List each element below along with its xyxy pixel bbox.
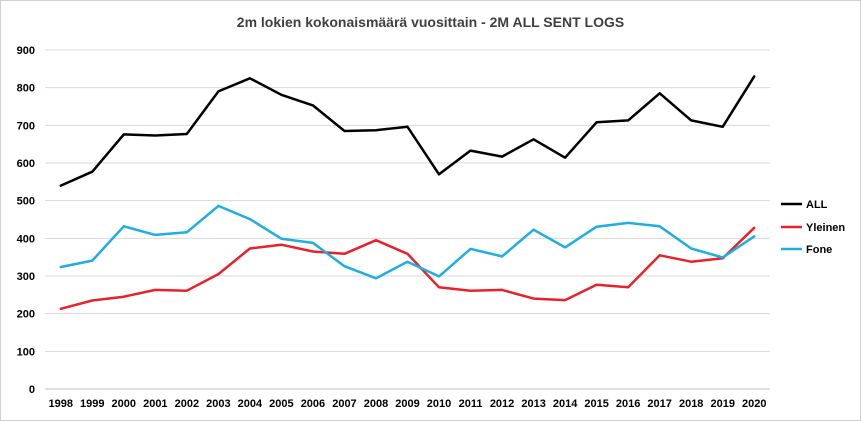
x-tick-label: 1999 bbox=[80, 398, 104, 410]
x-tick-label: 1998 bbox=[49, 398, 73, 410]
x-tick-label: 2005 bbox=[269, 398, 293, 410]
legend-label: Fone bbox=[806, 244, 832, 256]
y-tick-label: 700 bbox=[17, 120, 35, 132]
y-tick-label: 800 bbox=[17, 83, 35, 95]
x-tick-label: 2003 bbox=[206, 398, 230, 410]
x-tick-label: 2018 bbox=[679, 398, 703, 410]
x-tick-label: 2004 bbox=[238, 398, 263, 410]
legend-label: Yleinen bbox=[806, 222, 845, 234]
x-tick-label: 2017 bbox=[647, 398, 671, 410]
y-tick-label: 100 bbox=[17, 346, 35, 358]
series-line-yleinen bbox=[59, 226, 756, 311]
x-tick-label: 2008 bbox=[364, 398, 388, 410]
x-tick-label: 2000 bbox=[112, 398, 136, 410]
y-tick-label: 0 bbox=[29, 384, 35, 396]
x-tick-label: 2010 bbox=[427, 398, 451, 410]
y-tick-label: 500 bbox=[17, 196, 35, 208]
x-tick-label: 2016 bbox=[616, 398, 640, 410]
x-tick-label: 2019 bbox=[710, 398, 734, 410]
y-tick-label: 200 bbox=[17, 309, 35, 321]
chart-title: 2m lokien kokonaismäärä vuosittain - 2M … bbox=[236, 14, 625, 30]
y-tick-label: 600 bbox=[17, 158, 35, 170]
x-tick-label: 2014 bbox=[553, 398, 578, 410]
series-line-all bbox=[59, 75, 756, 187]
series-line-fone bbox=[59, 204, 756, 280]
x-tick-label: 2007 bbox=[332, 398, 356, 410]
y-tick-label: 400 bbox=[17, 233, 35, 245]
x-tick-label: 2002 bbox=[175, 398, 199, 410]
x-tick-label: 2020 bbox=[742, 398, 766, 410]
legend-label: ALL bbox=[806, 199, 828, 211]
x-tick-label: 2001 bbox=[143, 398, 167, 410]
y-tick-label: 900 bbox=[17, 45, 35, 57]
x-tick-label: 2015 bbox=[584, 398, 608, 410]
y-tick-label: 300 bbox=[17, 271, 35, 283]
x-tick-label: 2006 bbox=[301, 398, 325, 410]
x-tick-label: 2012 bbox=[490, 398, 514, 410]
x-tick-label: 2009 bbox=[395, 398, 419, 410]
x-tick-label: 2011 bbox=[459, 398, 483, 410]
x-tick-label: 2013 bbox=[521, 398, 545, 410]
